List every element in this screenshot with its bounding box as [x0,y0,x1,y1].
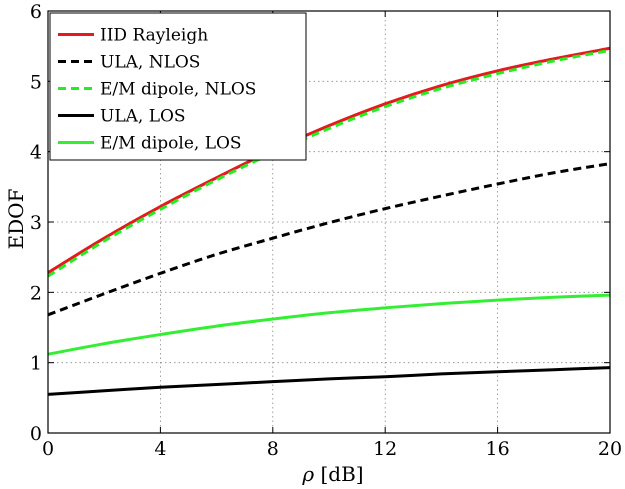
series-layer [47,46,611,396]
series-line-ula-los [47,366,611,396]
x-tick-label: 16 [486,438,510,460]
y-tick-label: 6 [30,1,42,23]
series-line-e-m-dipole-nlos [47,48,611,278]
series-line-iid-rayleigh [47,46,611,274]
grid [48,11,610,433]
y-tick-label: 1 [30,353,42,375]
x-tick-label: 20 [598,438,622,460]
y-axis-label: EDOF [4,188,28,249]
y-tick-label: 0 [30,423,42,445]
legend-box [49,12,307,161]
legend-label-ula-los: ULA, LOS [100,107,186,127]
x-tick-label: 8 [267,438,279,460]
legend-label-iid-rayleigh: IID Rayleigh [100,26,208,46]
series-line-ula-nlos [47,162,611,317]
y-tick-label: 2 [30,282,42,304]
y-tick-label: 5 [30,71,42,93]
x-axis-label-symbol: ρ [301,462,314,486]
y-tick-label: 3 [30,212,42,234]
legend-label-e-m-dipole-nlos: E/M dipole, NLOS [100,80,256,100]
legend-label-ula-nlos: ULA, NLOS [100,53,200,73]
series-line-e-m-dipole-los [47,293,611,356]
x-axis-label: ρ [dB] [301,462,363,486]
x-tick-label: 4 [154,438,166,460]
y-tick-label: 4 [30,142,42,164]
x-tick-label: 12 [373,438,397,460]
legend-label-e-m-dipole-los: E/M dipole, LOS [100,134,242,154]
x-tick-label: 0 [42,438,54,460]
x-axis-label-unit: [dB] [314,462,363,486]
legend: IID Rayleigh ULA, NLOS E/M dipole, NLOS ULA… [49,12,307,161]
